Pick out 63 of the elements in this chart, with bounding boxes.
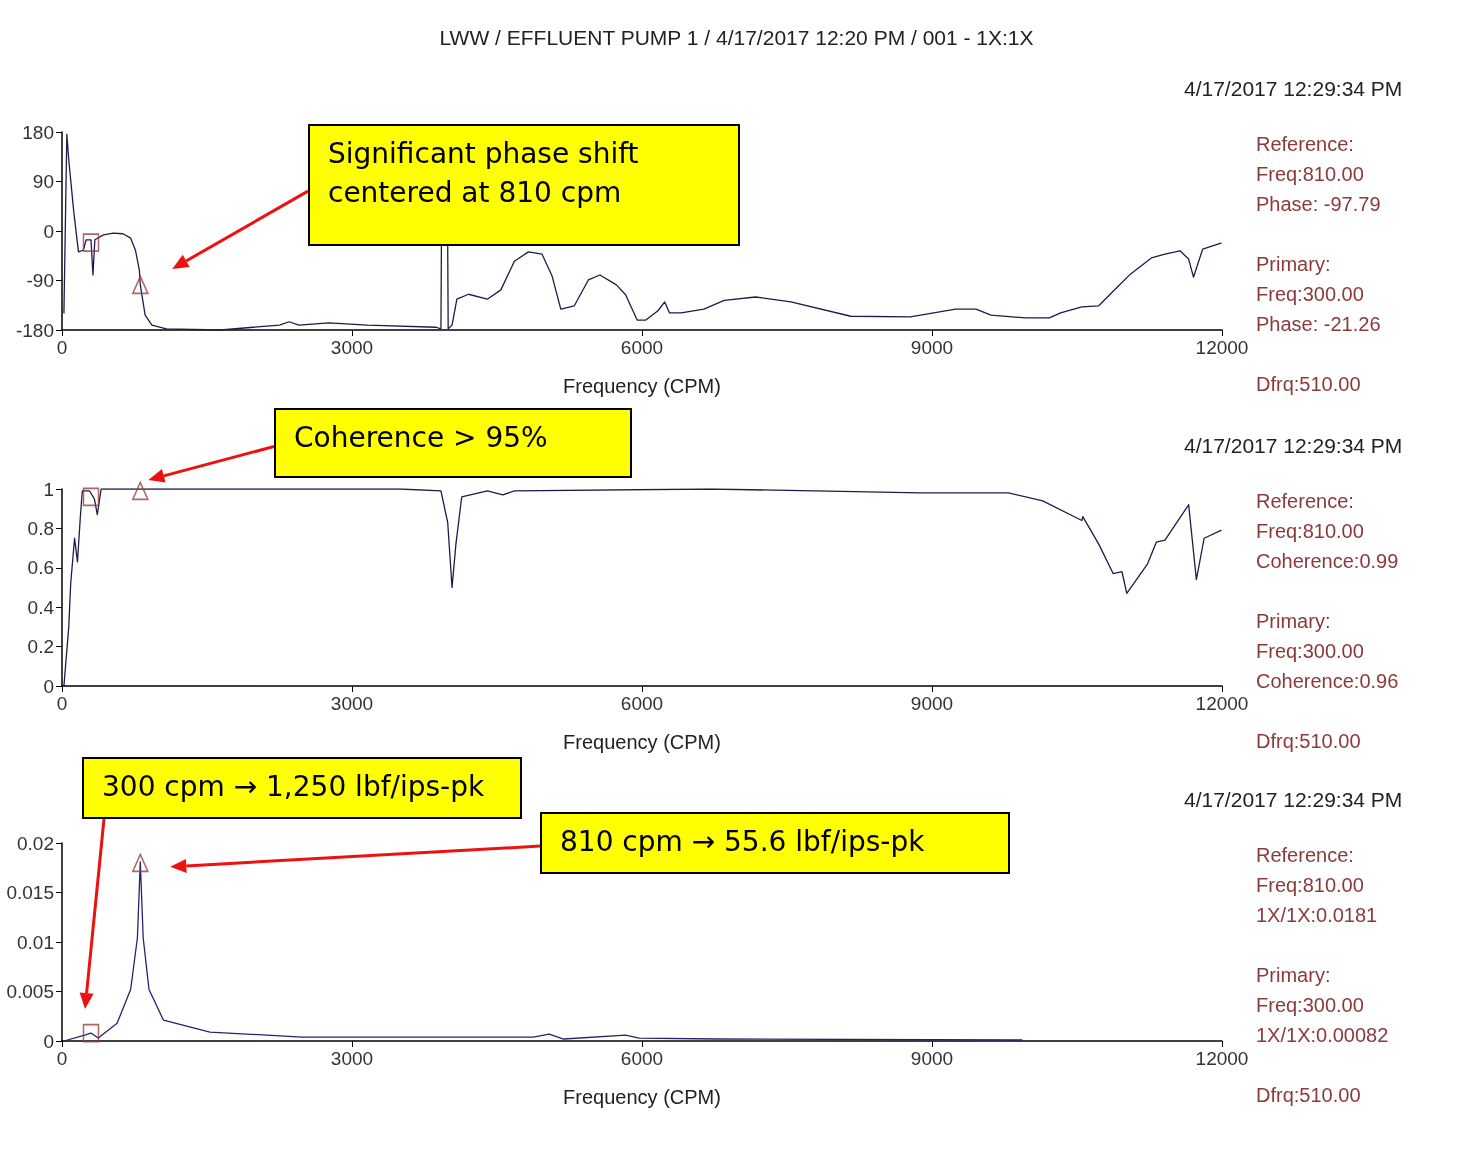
y-tick-label: 0.2 [27,636,54,658]
y-tick-label: 0.005 [6,981,54,1002]
y-tick-label: 0 [43,675,54,697]
text: Dfrq:510.00 [1256,1084,1361,1107]
y-tick-label: -90 [26,270,54,291]
x-axis-title: Frequency (CPM) [563,731,721,753]
x-tick-label: 9000 [910,1048,954,1069]
text: Reference: [1256,490,1354,513]
text: 4/17/2017 12:29:34 PM [1184,77,1403,101]
y-tick-label: 0 [43,220,54,242]
text: 1X/1X:0.00082 [1256,1024,1389,1047]
callout-box: 810 cpm → 55.6 lbf/ips-pk [540,812,1010,874]
x-tick-label: 9000 [910,337,954,358]
text: Freq:300.00 [1256,994,1364,1017]
x-tick-label: 0 [56,693,68,714]
y-tick-label: 180 [22,121,54,143]
text: Freq:810.00 [1256,163,1364,186]
x-tick-label: 6000 [620,1048,664,1069]
text: Primary: [1256,964,1331,987]
x-tick-label: 3000 [330,337,374,358]
text: Primary: [1256,253,1331,276]
x-tick-label: 6000 [620,337,664,358]
x-tick-label: 3000 [330,693,374,714]
y-tick-label: -180 [15,319,54,341]
x-axis-title: Frequency (CPM) [563,375,721,397]
text: Freq:810.00 [1256,874,1364,897]
y-tick-label: 0.015 [6,882,54,903]
text: 1X/1X:0.0181 [1256,904,1378,927]
y-tick-label: 90 [32,171,54,192]
text: 4/17/2017 12:29:34 PM [1184,434,1403,458]
y-tick-label: 0.02 [17,832,54,854]
text: Dfrq:510.00 [1256,730,1361,753]
text: Freq:300.00 [1256,283,1364,306]
chart-title: LWW / EFFLUENT PUMP 1 / 4/17/2017 12:20 PM / 001 - 1X:1X [439,26,1034,49]
x-tick-label: 0 [56,1048,68,1069]
text: Primary: [1256,610,1331,633]
text: Freq:300.00 [1256,640,1364,663]
callout-box: Significant phase shift centered at 810 cpm [308,124,740,246]
x-tick-label: 0 [56,337,68,358]
x-tick-label: 6000 [620,693,664,714]
y-tick-label: 0.8 [27,517,54,539]
text: Dfrq:510.00 [1256,373,1361,396]
callout-box: Coherence > 95% [274,408,632,478]
x-tick-label: 12000 [1195,337,1249,358]
x-tick-label: 9000 [910,693,954,714]
x-axis-title: Frequency (CPM) [563,1086,721,1108]
y-tick-label: 0.01 [17,931,54,953]
x-tick-label: 12000 [1195,693,1249,714]
x-tick-label: 3000 [330,1048,374,1069]
text: Coherence:0.99 [1256,550,1399,573]
text: Coherence:0.96 [1256,670,1399,693]
text: Phase: -21.26 [1256,313,1381,336]
y-tick-label: 0.4 [27,596,55,618]
y-tick-label: 0 [43,1030,54,1052]
callout-box: 300 cpm → 1,250 lbf/ips-pk [82,757,522,819]
text: Reference: [1256,844,1354,867]
y-tick-label: 0.6 [27,557,54,579]
text: 4/17/2017 12:29:34 PM [1184,788,1403,812]
text: Freq:810.00 [1256,520,1364,543]
text: Reference: [1256,133,1354,156]
y-tick-label: 1 [43,478,54,500]
x-tick-label: 12000 [1195,1048,1249,1069]
text: Phase: -97.79 [1256,193,1381,216]
